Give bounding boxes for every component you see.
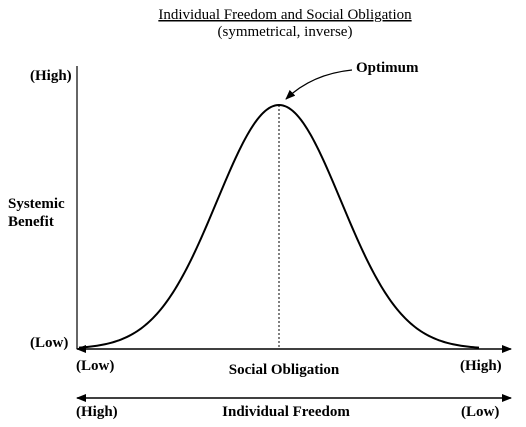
obligation-low-label: (Low) <box>76 358 114 374</box>
y-axis-low-label: (Low) <box>30 335 68 351</box>
diagram-title: Individual Freedom and Social Obligation <box>158 7 412 23</box>
y-axis-title-line2: Benefit <box>8 214 54 230</box>
optimum-label: Optimum <box>356 60 419 76</box>
diagram-subtitle: (symmetrical, inverse) <box>218 24 353 40</box>
freedom-low-label: (Low) <box>461 404 499 420</box>
optimum-arrow <box>285 69 353 100</box>
obligation-axis-title: Social Obligation <box>229 362 340 378</box>
freedom-high-label: (High) <box>76 404 118 420</box>
freedom-axis-title: Individual Freedom <box>222 404 350 420</box>
y-axis-high-label: (High) <box>30 68 72 84</box>
obligation-high-label: (High) <box>460 358 502 374</box>
y-axis-title-line1: Systemic <box>8 196 65 212</box>
